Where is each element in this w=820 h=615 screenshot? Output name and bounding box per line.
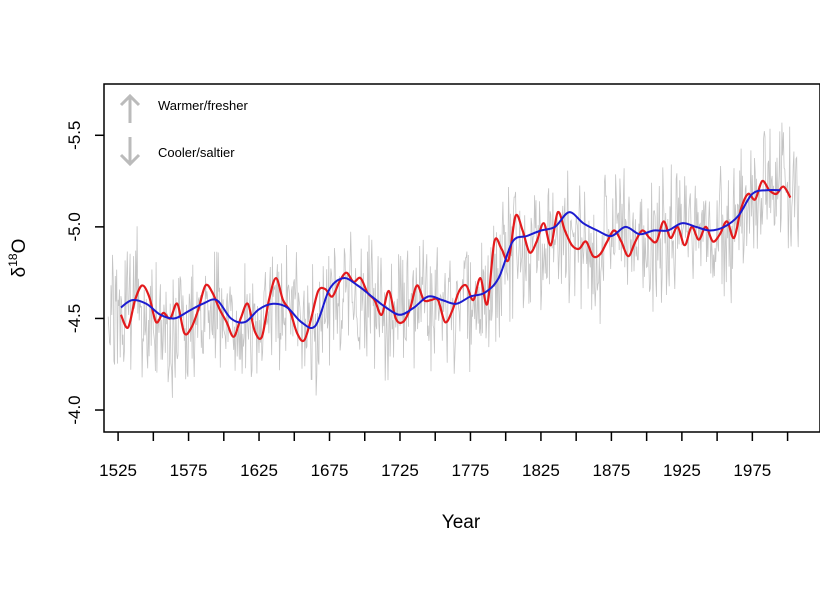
x-tick-label-1775: 1775 [452,461,490,480]
legend-warmer: Warmer/fresher [119,93,248,123]
x-tick-label-1675: 1675 [311,461,349,480]
y-axis-title-suffix: O [9,239,30,254]
y-axis: -5.5 -5.0 -4.5 -4.0 [65,121,104,425]
series-layer [119,179,792,343]
annual-band-layer [107,122,800,398]
y-axis-title-delta: δ [9,267,30,278]
x-axis-title: Year [442,512,481,533]
x-tick-label-1975: 1975 [733,461,771,480]
annotation-warmer: Warmer/fresher [158,98,248,113]
y-tick-label--4.5: -4.5 [65,304,84,333]
y-axis-title-superscript: 18 [6,253,20,267]
x-tick-label-1575: 1575 [170,461,208,480]
x-tick-label-1725: 1725 [381,461,419,480]
up-arrow-icon [119,93,141,123]
legend-cooler: Cooler/saltier [119,137,235,167]
x-tick-label-1525: 1525 [99,461,137,480]
x-tick-label-1925: 1925 [663,461,701,480]
x-axis: 1525 1575 1625 1675 1725 1775 1825 1875 1925 1975 [99,432,789,480]
annotation-cooler: Cooler/saltier [158,145,235,160]
x-tick-label-1625: 1625 [240,461,278,480]
x-tick-label-1875: 1875 [592,461,630,480]
series-decadal-line [119,179,792,343]
x-tick-label-1825: 1825 [522,461,560,480]
plot-frame [103,83,820,433]
down-arrow-icon [119,137,141,167]
y-tick-label--5.5: -5.5 [65,121,84,150]
series-smoothed-line [120,188,781,329]
y-tick-label--4.0: -4.0 [65,395,84,424]
series-annual-line [107,122,800,398]
y-tick-label--5.0: -5.0 [65,212,84,241]
y-axis-title: δ18O [6,239,30,278]
